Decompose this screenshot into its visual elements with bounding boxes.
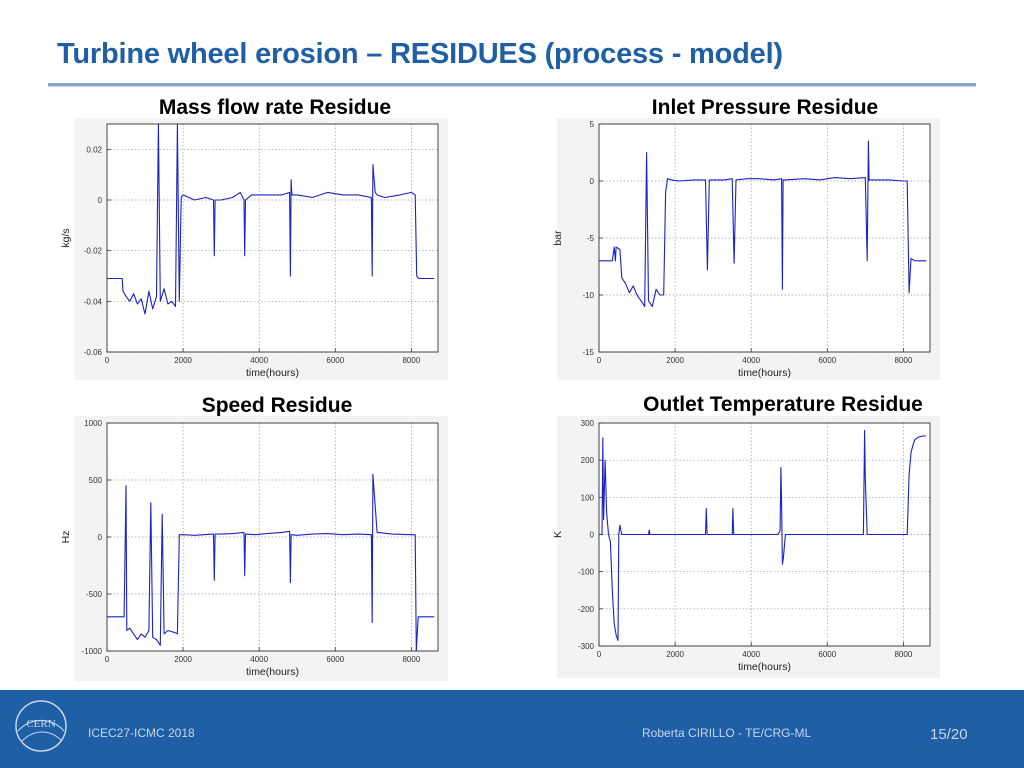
y-tick-label: 1000 bbox=[84, 419, 102, 428]
x-tick-label: 6000 bbox=[326, 655, 344, 664]
y-axis-label: Hz bbox=[60, 531, 72, 544]
footer-author: Roberta CIRILLO - TE/CRG-ML bbox=[642, 726, 812, 740]
x-axis-label: time(hours) bbox=[738, 661, 791, 673]
y-tick-label: -1000 bbox=[82, 647, 103, 656]
plot-frame bbox=[598, 123, 931, 353]
x-tick-label: 2000 bbox=[174, 655, 192, 664]
y-tick-label: 0 bbox=[98, 533, 103, 542]
x-tick-label: 0 bbox=[597, 356, 602, 365]
x-tick-label: 4000 bbox=[250, 655, 268, 664]
x-axis-label: time(hours) bbox=[738, 367, 791, 379]
y-tick-label: 500 bbox=[89, 476, 103, 485]
chart-title-mass-flow: Mass flow rate Residue bbox=[158, 96, 392, 119]
x-tick-label: 0 bbox=[105, 655, 110, 664]
plot-frame bbox=[106, 123, 439, 353]
cern-logo-icon: CERN bbox=[15, 700, 67, 752]
x-tick-label: 0 bbox=[105, 356, 110, 365]
series-line-residue bbox=[599, 140, 927, 307]
title-rule-shadow bbox=[48, 86, 976, 87]
x-tick-label: 6000 bbox=[326, 356, 344, 365]
y-tick-label: -500 bbox=[86, 590, 103, 599]
y-tick-label: 0.02 bbox=[86, 145, 102, 154]
x-tick-label: 8000 bbox=[402, 356, 420, 365]
x-tick-label: 0 bbox=[597, 650, 602, 659]
footer-bar: ICEC27-ICMC 2018 Roberta CIRILLO - TE/CR… bbox=[0, 690, 1024, 768]
y-tick-label: 0 bbox=[590, 531, 595, 540]
y-tick-label: -10 bbox=[582, 291, 594, 300]
x-axis-label: time(hours) bbox=[246, 666, 299, 678]
y-tick-label: 200 bbox=[581, 456, 595, 465]
x-tick-label: 4000 bbox=[742, 650, 760, 659]
y-axis-label: kg/s bbox=[60, 228, 72, 247]
y-tick-label: 0 bbox=[590, 177, 595, 186]
x-tick-label: 6000 bbox=[818, 650, 836, 659]
slide-title: Turbine wheel erosion – RESIDUES (proces… bbox=[57, 38, 783, 70]
x-tick-label: 2000 bbox=[666, 650, 684, 659]
x-tick-label: 6000 bbox=[818, 356, 836, 365]
y-tick-label: -0.02 bbox=[84, 247, 103, 256]
x-tick-label: 8000 bbox=[894, 356, 912, 365]
chart-title-speed: Speed Residue bbox=[201, 394, 353, 417]
plot-frame bbox=[106, 422, 439, 652]
x-axis-label: time(hours) bbox=[246, 367, 299, 379]
y-tick-label: 100 bbox=[581, 493, 595, 502]
y-tick-label: -0.04 bbox=[84, 297, 103, 306]
y-axis-label: K bbox=[552, 531, 564, 538]
x-tick-label: 4000 bbox=[742, 356, 760, 365]
series-line-residue bbox=[599, 429, 927, 641]
chart-title-inlet-pressure: Inlet Pressure Residue bbox=[651, 96, 879, 119]
logo-text: CERN bbox=[26, 718, 55, 730]
y-tick-label: 0 bbox=[98, 196, 103, 205]
x-tick-label: 2000 bbox=[666, 356, 684, 365]
x-tick-label: 4000 bbox=[250, 356, 268, 365]
footer-conference: ICEC27-ICMC 2018 bbox=[88, 726, 195, 740]
plot-area bbox=[107, 124, 438, 352]
x-tick-label: 8000 bbox=[402, 655, 420, 664]
x-tick-label: 8000 bbox=[894, 650, 912, 659]
y-tick-label: -5 bbox=[587, 234, 595, 243]
y-tick-label: -15 bbox=[582, 348, 594, 357]
y-tick-label: 300 bbox=[581, 419, 595, 428]
title-rule bbox=[48, 83, 976, 86]
series-line-residue bbox=[107, 473, 435, 652]
chart-title-outlet-temperature: Outlet Temperature Residue bbox=[643, 393, 923, 416]
page-number: 15/20 bbox=[930, 726, 968, 743]
y-tick-label: -0.06 bbox=[84, 348, 103, 357]
y-tick-label: 5 bbox=[590, 120, 595, 129]
x-tick-label: 2000 bbox=[174, 356, 192, 365]
y-tick-label: -200 bbox=[578, 605, 595, 614]
y-axis-label: bar bbox=[552, 230, 564, 246]
y-tick-label: -100 bbox=[578, 568, 595, 577]
series-line-residue bbox=[107, 123, 435, 315]
y-tick-label: -300 bbox=[578, 642, 595, 651]
